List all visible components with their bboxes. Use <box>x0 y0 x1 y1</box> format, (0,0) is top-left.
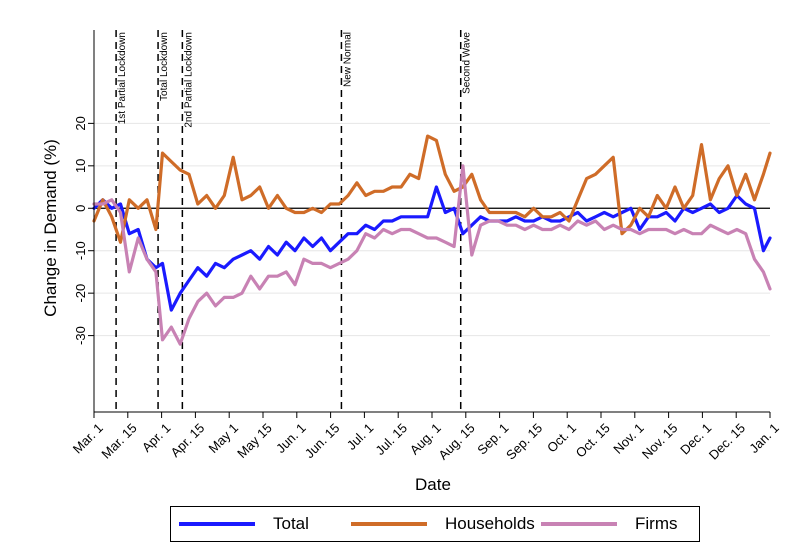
x-tick-label: Jul. 15 <box>372 420 410 458</box>
legend-label-firms: Firms <box>635 514 678 533</box>
event-markers: 1st Partial Lockdown Total Lockdown 2nd Pa… <box>115 30 473 412</box>
legend: Total Households Firms <box>170 506 700 542</box>
x-tick-label: Jan. 1 <box>746 420 782 456</box>
series-line-total <box>92 185 772 312</box>
x-tick-label: Apr. 15 <box>168 420 208 460</box>
y-tick-label: -20 <box>73 284 88 303</box>
y-tick-label: 0 <box>73 205 88 212</box>
y-tick-label: -10 <box>73 241 88 260</box>
event-label: New Normal <box>342 32 353 87</box>
event-label: Total Lockdown <box>159 32 170 101</box>
series-line-firms <box>92 164 772 346</box>
legend-swatch-households <box>351 522 427 526</box>
y-tick-label: 10 <box>73 159 88 173</box>
legend-label-total: Total <box>273 514 309 533</box>
x-tick-label: Jul. 1 <box>344 420 377 453</box>
x-tick-label: Aug. 15 <box>435 420 477 462</box>
series-line-households <box>92 134 772 244</box>
x-tick-label: May 15 <box>234 420 275 461</box>
legend-swatch-total <box>179 522 255 526</box>
y-tick-label: -30 <box>73 326 88 345</box>
y-axis-title: Change in Demand (%) <box>41 139 60 317</box>
event-label: Second Wave <box>462 32 473 94</box>
series-lines <box>92 134 772 346</box>
event-label: 2nd Partial Lockdown <box>183 32 194 128</box>
legend-label-households: Households <box>445 514 535 533</box>
legend-item-total: Total <box>179 507 309 541</box>
x-tick-label: Mar. 15 <box>98 420 139 461</box>
x-tick-label: Nov. 15 <box>639 420 681 462</box>
x-axis-title: Date <box>415 475 451 494</box>
x-tick-label: Oct. 15 <box>573 420 613 460</box>
x-tick-label: Jun. 15 <box>302 420 343 461</box>
x-tick-label: Sep. 15 <box>503 420 545 462</box>
x-tick-label: Dec. 15 <box>706 420 748 462</box>
y-tick-label: 20 <box>73 116 88 130</box>
event-label: 1st Partial Lockdown <box>117 32 128 124</box>
legend-swatch-firms <box>541 522 617 526</box>
legend-item-firms: Firms <box>541 507 677 541</box>
legend-item-households: Households <box>351 507 535 541</box>
